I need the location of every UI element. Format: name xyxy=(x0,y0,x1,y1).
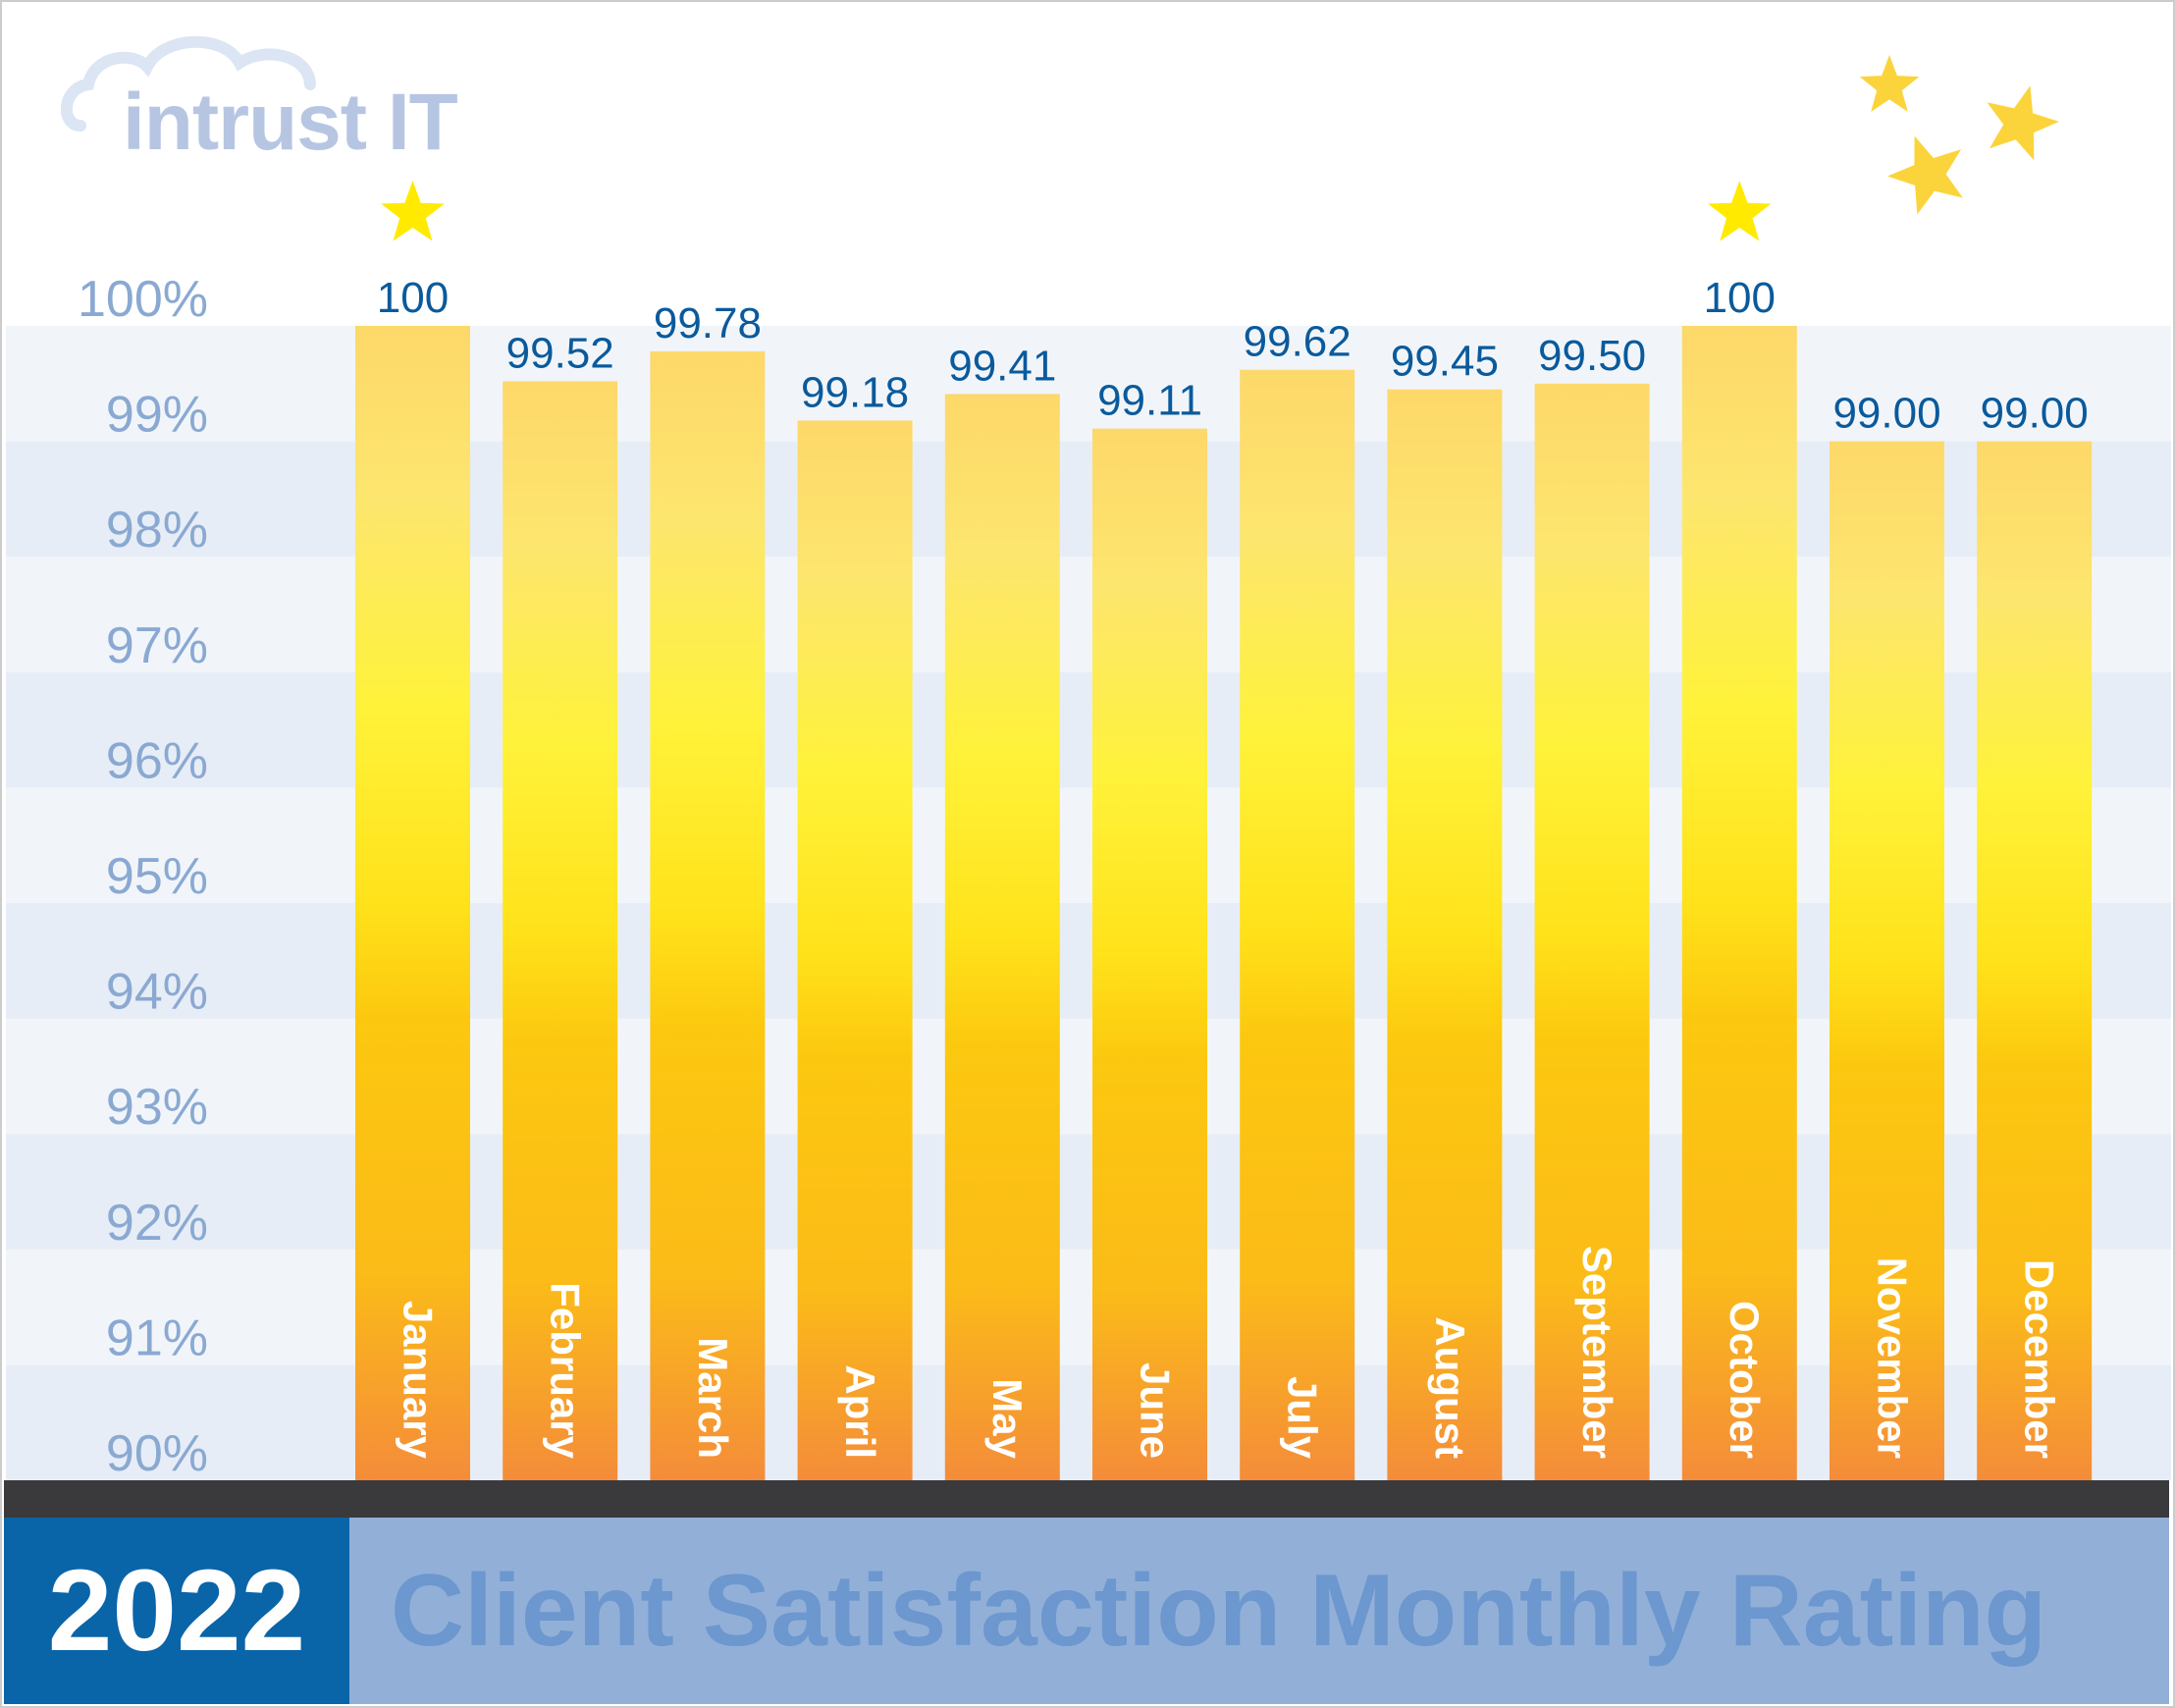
y-tick-label: 95% xyxy=(106,848,208,905)
y-tick-label: 96% xyxy=(106,732,208,789)
value-label: 99.62 xyxy=(1244,318,1352,366)
year-label: 2022 xyxy=(47,1546,306,1676)
category-label: September xyxy=(1574,1246,1620,1459)
y-tick-label: 91% xyxy=(106,1309,208,1366)
bar-february xyxy=(503,381,618,1480)
star-icon xyxy=(381,181,445,241)
chart-baseline xyxy=(4,1480,2169,1518)
y-tick-label: 97% xyxy=(106,617,208,674)
category-label: November xyxy=(1869,1257,1915,1459)
value-label: 99.52 xyxy=(506,329,614,377)
decorative-star-icon xyxy=(1887,135,1963,215)
category-label: June xyxy=(1132,1362,1178,1459)
y-tick-label: 98% xyxy=(106,502,208,559)
chart-title: Client Satisfaction Monthly Rating xyxy=(391,1554,2047,1668)
y-tick-label: 94% xyxy=(106,964,208,1021)
value-label: 99.50 xyxy=(1538,332,1646,380)
bar-august xyxy=(1387,389,1503,1481)
bar-may xyxy=(944,394,1060,1480)
value-label: 99.11 xyxy=(1097,377,1202,425)
value-label: 99.18 xyxy=(801,368,909,416)
year-box: 2022 xyxy=(4,1518,349,1704)
logo-text: intrust IT xyxy=(123,78,458,167)
value-label: 99.45 xyxy=(1391,338,1499,386)
category-label: January xyxy=(395,1301,441,1460)
company-logo xyxy=(61,27,473,185)
y-tick-label: 99% xyxy=(106,387,208,444)
value-label: 99.78 xyxy=(654,299,762,347)
category-label: March xyxy=(690,1337,736,1459)
y-tick-label: 90% xyxy=(106,1425,208,1482)
category-label: October xyxy=(1722,1301,1768,1459)
category-label: February xyxy=(543,1282,589,1459)
value-label: 100 xyxy=(1704,274,1776,322)
value-label: 99.41 xyxy=(948,342,1056,390)
bar-june xyxy=(1092,428,1207,1480)
footer-banner: 2022 Client Satisfaction Monthly Rating xyxy=(4,1518,2169,1704)
category-label: April xyxy=(837,1364,883,1459)
y-tick-label: 93% xyxy=(106,1079,208,1136)
bar-october xyxy=(1681,326,1797,1480)
bar-november xyxy=(1830,441,1944,1481)
bar-september xyxy=(1534,383,1650,1480)
bar-january xyxy=(355,326,470,1480)
bar-april xyxy=(797,420,913,1480)
cloud-icon xyxy=(61,35,316,132)
value-label: 100 xyxy=(377,274,449,322)
category-label: December xyxy=(2017,1259,2063,1459)
decorative-star-icon xyxy=(1859,55,1920,112)
value-label: 99.00 xyxy=(1832,390,1940,438)
bar-march xyxy=(650,350,766,1480)
decorative-star-icon xyxy=(1987,85,2059,161)
category-label: May xyxy=(984,1378,1031,1459)
y-tick-label: 92% xyxy=(106,1195,208,1252)
star-icon xyxy=(1708,181,1772,241)
bar-july xyxy=(1240,369,1355,1480)
bar-december xyxy=(1977,441,2093,1481)
value-label: 99.00 xyxy=(1981,390,2089,438)
category-label: August xyxy=(1427,1316,1473,1459)
category-label: July xyxy=(1280,1376,1326,1460)
y-tick-label: 100% xyxy=(78,271,208,328)
